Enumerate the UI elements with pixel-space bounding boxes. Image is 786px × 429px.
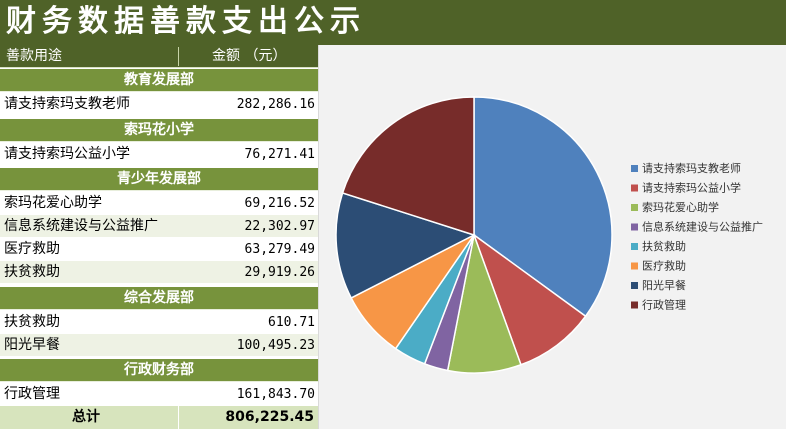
dept-row: 行政财务部 <box>0 359 318 382</box>
total-divider <box>178 406 179 429</box>
legend-swatch <box>631 243 638 250</box>
item-name: 行政管理 <box>4 386 60 402</box>
total-label: 总计 <box>72 409 100 425</box>
item-name: 信息系统建设与公益推广 <box>4 218 158 234</box>
pie-chart: 请支持索玛支教老师请支持索玛公益小学索玛花爱心助学信息系统建设与公益推广扶贫救助… <box>335 96 763 374</box>
total-amount: 806,225.45 <box>225 409 314 425</box>
item-amount: 161,843.70 <box>236 387 315 402</box>
dept-row: 索玛花小学 <box>0 119 318 142</box>
legend-label: 信息系统建设与公益推广 <box>642 220 763 234</box>
title-banner: 财务数据善款支出公示 <box>0 0 786 45</box>
legend-swatch <box>631 204 638 211</box>
item-amount: 29,919.26 <box>244 265 315 280</box>
item-amount: 610.71 <box>268 315 315 330</box>
table-row: 扶贫救助 29,919.26 <box>0 261 318 284</box>
legend-swatch <box>631 282 638 289</box>
item-name: 索玛花爱心助学 <box>4 195 102 211</box>
pie-slice <box>335 192 476 299</box>
header-purpose: 善款用途 <box>6 48 62 64</box>
item-amount: 63,279.49 <box>244 242 315 257</box>
page-title: 财务数据善款支出公示 <box>6 4 366 39</box>
table-row: 请支持索玛支教老师 282,286.16 <box>0 93 318 116</box>
legend-swatch <box>631 301 638 309</box>
header-divider <box>178 47 179 66</box>
item-amount: 22,302.97 <box>244 219 315 234</box>
table-row: 阳光早餐 100,495.23 <box>0 334 318 357</box>
legend-swatch <box>631 165 638 172</box>
dept-row: 青少年发展部 <box>0 168 318 191</box>
legend-swatch <box>631 184 638 192</box>
item-amount: 100,495.23 <box>236 338 315 353</box>
item-amount: 282,286.16 <box>236 97 315 112</box>
table-row: 医疗救助 63,279.49 <box>0 238 318 261</box>
legend-label: 行政管理 <box>642 298 686 312</box>
table-row: 请支持索玛公益小学 76,271.41 <box>0 143 318 166</box>
legend-label: 医疗救助 <box>642 259 686 273</box>
dept-row: 教育发展部 <box>0 69 318 92</box>
item-name: 扶贫救助 <box>4 314 60 330</box>
item-name: 医疗救助 <box>4 241 60 257</box>
legend-label: 请支持索玛公益小学 <box>642 181 741 195</box>
pie-slice <box>473 96 613 318</box>
header-amount: 金额 （元） <box>212 48 287 64</box>
item-name: 请支持索玛公益小学 <box>4 146 130 162</box>
dept-row: 综合发展部 <box>0 287 318 310</box>
pie-slice <box>341 96 475 237</box>
table-header: 善款用途 金额 （元） <box>0 45 318 68</box>
table-row: 信息系统建设与公益推广 22,302.97 <box>0 215 318 238</box>
pie-slice <box>472 232 587 366</box>
legend-label: 索玛花爱心助学 <box>642 200 719 214</box>
total-row: 总计 806,225.45 <box>0 406 318 429</box>
table-row: 行政管理 161,843.70 <box>0 383 318 406</box>
item-amount: 69,216.52 <box>244 196 315 211</box>
pie-chart-area: 请支持索玛支教老师 请支持索玛公益小学 索玛花爱心助学信息系统建设与公益推广 扶贫救助… <box>318 45 786 429</box>
legend-label: 阳光早餐 <box>642 278 686 292</box>
legend-swatch <box>631 262 638 270</box>
legend-label: 扶贫救助 <box>642 239 686 253</box>
item-name: 请支持索玛支教老师 <box>4 96 130 112</box>
legend-label: 请支持索玛支教老师 <box>642 161 741 175</box>
table-row: 扶贫救助 610.71 <box>0 311 318 334</box>
legend-swatch <box>631 223 638 231</box>
item-name: 阳光早餐 <box>4 337 60 353</box>
item-amount: 76,271.41 <box>244 147 315 162</box>
item-name: 扶贫救助 <box>4 264 60 280</box>
table-row: 索玛花爱心助学 69,216.52 <box>0 192 318 215</box>
